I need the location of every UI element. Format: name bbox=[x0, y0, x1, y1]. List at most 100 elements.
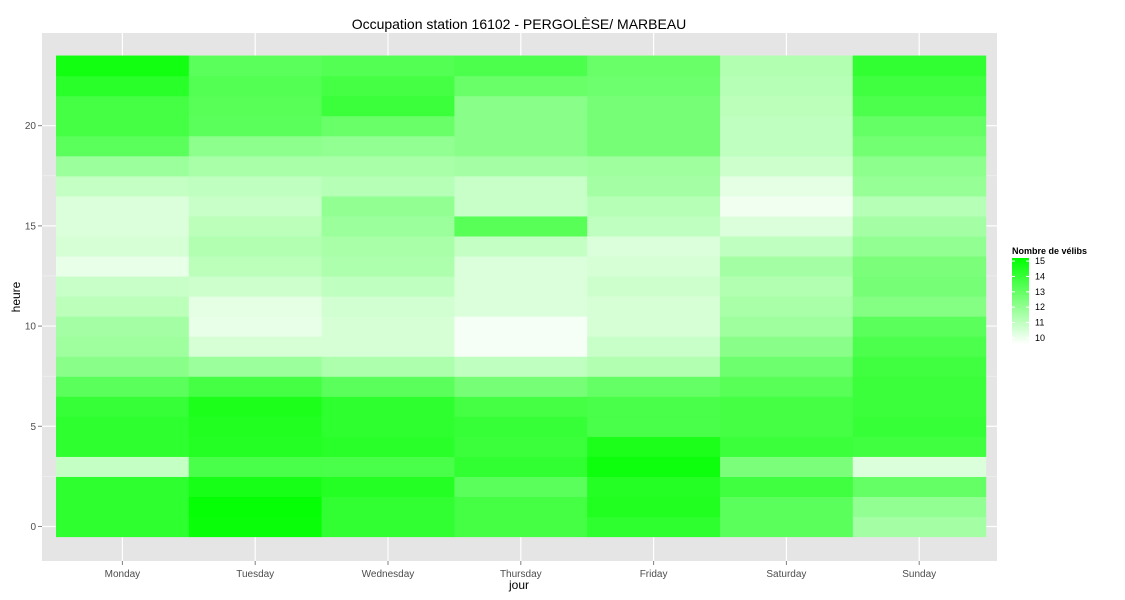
heatmap-cell bbox=[188, 316, 323, 337]
heatmap-cell bbox=[454, 416, 588, 437]
heatmap-cell bbox=[852, 235, 987, 257]
heatmap-cell bbox=[720, 396, 854, 417]
heatmap-cell bbox=[56, 175, 190, 197]
legend-tick-label: 11 bbox=[1035, 318, 1044, 328]
heatmap-cell bbox=[720, 356, 854, 377]
heatmap-cell bbox=[720, 296, 854, 317]
heatmap-cell bbox=[321, 195, 455, 217]
heatmap-cell bbox=[720, 255, 854, 277]
heatmap-cell bbox=[321, 396, 455, 417]
heatmap-cell bbox=[852, 436, 987, 457]
heatmap-cells bbox=[56, 55, 987, 538]
heatmap-cell bbox=[321, 336, 455, 357]
heatmap-cell bbox=[587, 296, 721, 317]
heatmap-cell bbox=[454, 135, 588, 157]
heatmap-cell bbox=[587, 135, 721, 157]
heatmap-cell bbox=[56, 275, 190, 297]
heatmap-cell bbox=[454, 316, 588, 337]
chart-title: Occupation station 16102 - PERGOLÈSE/ MA… bbox=[352, 16, 687, 32]
legend-tick-label: 12 bbox=[1035, 302, 1045, 312]
heatmap-cell bbox=[56, 376, 190, 397]
heatmap-cell bbox=[720, 115, 854, 137]
heatmap-cell bbox=[852, 356, 987, 377]
heatmap-cell bbox=[188, 456, 323, 477]
heatmap-cell bbox=[56, 155, 190, 177]
heatmap-cell bbox=[852, 75, 987, 97]
heatmap-cell bbox=[454, 376, 588, 397]
heatmap-cell bbox=[188, 476, 323, 498]
heatmap-cell bbox=[56, 396, 190, 417]
x-tick-label: Saturday bbox=[766, 569, 806, 580]
heatmap-cell bbox=[720, 316, 854, 337]
heatmap-cell bbox=[188, 135, 323, 157]
heatmap-cell bbox=[188, 215, 323, 237]
legend-tick-label: 13 bbox=[1035, 287, 1045, 297]
heatmap-cell bbox=[852, 215, 987, 237]
heatmap-cell bbox=[852, 135, 987, 157]
heatmap-cell bbox=[587, 496, 721, 518]
heatmap-cell bbox=[852, 195, 987, 217]
heatmap-cell bbox=[720, 235, 854, 257]
heatmap-cell bbox=[56, 215, 190, 237]
heatmap-cell bbox=[454, 516, 588, 538]
x-tick-label: Friday bbox=[640, 569, 668, 580]
heatmap-cell bbox=[720, 175, 854, 197]
heatmap-cell bbox=[720, 135, 854, 157]
heatmap-cell bbox=[56, 255, 190, 277]
heatmap-cell bbox=[56, 436, 190, 457]
heatmap-cell bbox=[720, 195, 854, 217]
y-tick-label: 0 bbox=[30, 522, 36, 533]
heatmap-cell bbox=[321, 416, 455, 437]
heatmap-cell bbox=[587, 155, 721, 177]
heatmap-cell bbox=[321, 376, 455, 397]
legend-colorbar bbox=[1012, 258, 1029, 344]
heatmap-cell bbox=[454, 235, 588, 257]
heatmap-cell bbox=[587, 55, 721, 77]
heatmap-cell bbox=[454, 275, 588, 297]
heatmap-cell bbox=[188, 115, 323, 137]
heatmap-cell bbox=[587, 436, 721, 457]
heatmap-cell bbox=[720, 376, 854, 397]
heatmap-cell bbox=[720, 215, 854, 237]
y-axis-title: heure bbox=[9, 281, 23, 312]
x-tick-label: Tuesday bbox=[236, 569, 274, 580]
heatmap-cell bbox=[188, 376, 323, 397]
heatmap-cell bbox=[321, 476, 455, 498]
heatmap-cell bbox=[188, 255, 323, 277]
legend-ticks: 10 11 12 13 14 15 bbox=[1012, 256, 1045, 343]
heatmap-cell bbox=[321, 516, 455, 538]
heatmap-cell bbox=[188, 95, 323, 117]
x-axis-title: jour bbox=[508, 578, 529, 592]
heatmap-cell bbox=[852, 255, 987, 277]
heatmap-cell bbox=[188, 175, 323, 197]
y-tick-label: 10 bbox=[25, 322, 37, 333]
heatmap-cell bbox=[454, 55, 588, 77]
heatmap-cell bbox=[321, 496, 455, 518]
heatmap-cell bbox=[56, 195, 190, 217]
heatmap-cell bbox=[454, 75, 588, 97]
heatmap-cell bbox=[321, 95, 455, 117]
heatmap-cell bbox=[720, 516, 854, 538]
heatmap-cell bbox=[720, 75, 854, 97]
heatmap-cell bbox=[188, 416, 323, 437]
heatmap-cell bbox=[56, 316, 190, 337]
heatmap-cell bbox=[587, 356, 721, 377]
heatmap-cell bbox=[720, 416, 854, 437]
heatmap-cell bbox=[321, 275, 455, 297]
heatmap-cell bbox=[56, 95, 190, 117]
heatmap-cell bbox=[188, 336, 323, 357]
heatmap-cell bbox=[188, 155, 323, 177]
heatmap-cell bbox=[587, 316, 721, 337]
heatmap-cell bbox=[56, 55, 190, 77]
heatmap-cell bbox=[188, 275, 323, 297]
heatmap-cell bbox=[56, 516, 190, 538]
heatmap-cell bbox=[454, 155, 588, 177]
heatmap-cell bbox=[56, 235, 190, 257]
heatmap-cell bbox=[587, 275, 721, 297]
x-tick-label: Wednesday bbox=[362, 569, 415, 580]
heatmap-cell bbox=[188, 436, 323, 457]
heatmap-cell bbox=[587, 416, 721, 437]
heatmap-cell bbox=[852, 476, 987, 498]
heatmap-cell bbox=[852, 336, 987, 357]
heatmap-cell bbox=[56, 456, 190, 477]
